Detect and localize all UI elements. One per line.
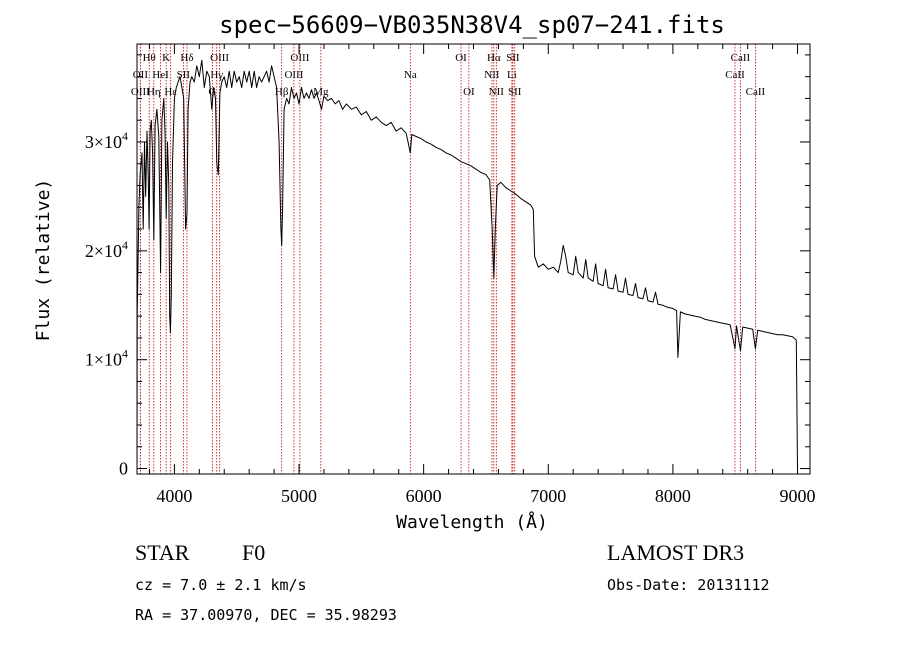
x-axis-ticks: 4000 5000 6000 7000 8000 9000 [148,44,816,506]
x-tick-label: 8000 [655,486,691,506]
y-tick-label: 0 [119,459,128,479]
y-tick-exponent: 4 [122,129,128,143]
line-marker-label: CaII [746,86,766,98]
y-tick-mantissa: 3×10 [85,132,122,152]
line-marker-label: Hθ [143,52,156,64]
line-marker-label: NII [489,86,505,98]
chart-title: spec−56609−VB035N38V4_sp07−241.fits [219,11,725,39]
line-marker-label: CaII [725,69,745,81]
x-axis-label: Wavelength (Å) [396,511,548,533]
line-marker-label: Hδ [180,52,193,64]
line-marker-label: Hβ [275,86,289,98]
y-tick-mantissa: 1×10 [85,350,122,370]
x-tick-label: 4000 [156,486,192,506]
line-marker-label: Hγ [210,69,223,81]
y-tick-exponent: 4 [122,347,128,361]
object-subclass: F0 [242,540,265,565]
line-marker-label: Na [404,69,417,81]
y-tick-label: 3×104 [85,129,128,152]
line-marker-label: OIII [290,52,309,64]
x-tick-label: 5000 [281,486,317,506]
line-marker-label: OI [463,86,475,98]
line-marker-label: OIII [210,52,229,64]
line-marker-label: Hα [487,52,501,64]
line-marker-label: CaII [731,52,751,64]
line-marker-label: SII [508,86,522,98]
x-tick-label: 6000 [406,486,442,506]
y-tick-label: 2×104 [85,238,128,261]
line-marker-label: Hε [164,86,177,98]
coordinates-text: RA = 37.00970, DEC = 35.98293 [135,606,397,624]
y-tick-exponent: 4 [122,238,128,252]
y-tick-mantissa: 2×10 [85,241,122,261]
line-marker-label: OIII [284,69,303,81]
line-marker-label: G [208,86,216,98]
y-axis-label: Flux (relative) [33,179,54,342]
observation-date: Obs-Date: 20131112 [607,576,770,594]
y-tick-label: 1×104 [85,347,128,370]
redshift-text: cz = 7.0 ± 2.1 km/s [135,576,307,594]
x-tick-label: 7000 [530,486,566,506]
spectrum-line [136,59,798,469]
line-marker-label: Li [507,69,517,81]
line-marker-label: SII [506,52,520,64]
line-marker-label: HeI [152,69,169,81]
y-tick-mantissa: 0 [119,459,128,479]
line-marker-label: OIII [131,86,150,98]
line-marker-label: Hη [147,86,161,98]
survey-name: LAMOST DR3 [607,540,744,565]
line-marker-label: K [162,52,170,64]
plot-frame [136,43,811,475]
line-marker-label: OI [455,52,467,64]
object-class: STAR [135,540,190,565]
x-tick-label: 9000 [780,486,816,506]
line-marker-label: NII [484,69,500,81]
spectrum-series [136,59,798,469]
